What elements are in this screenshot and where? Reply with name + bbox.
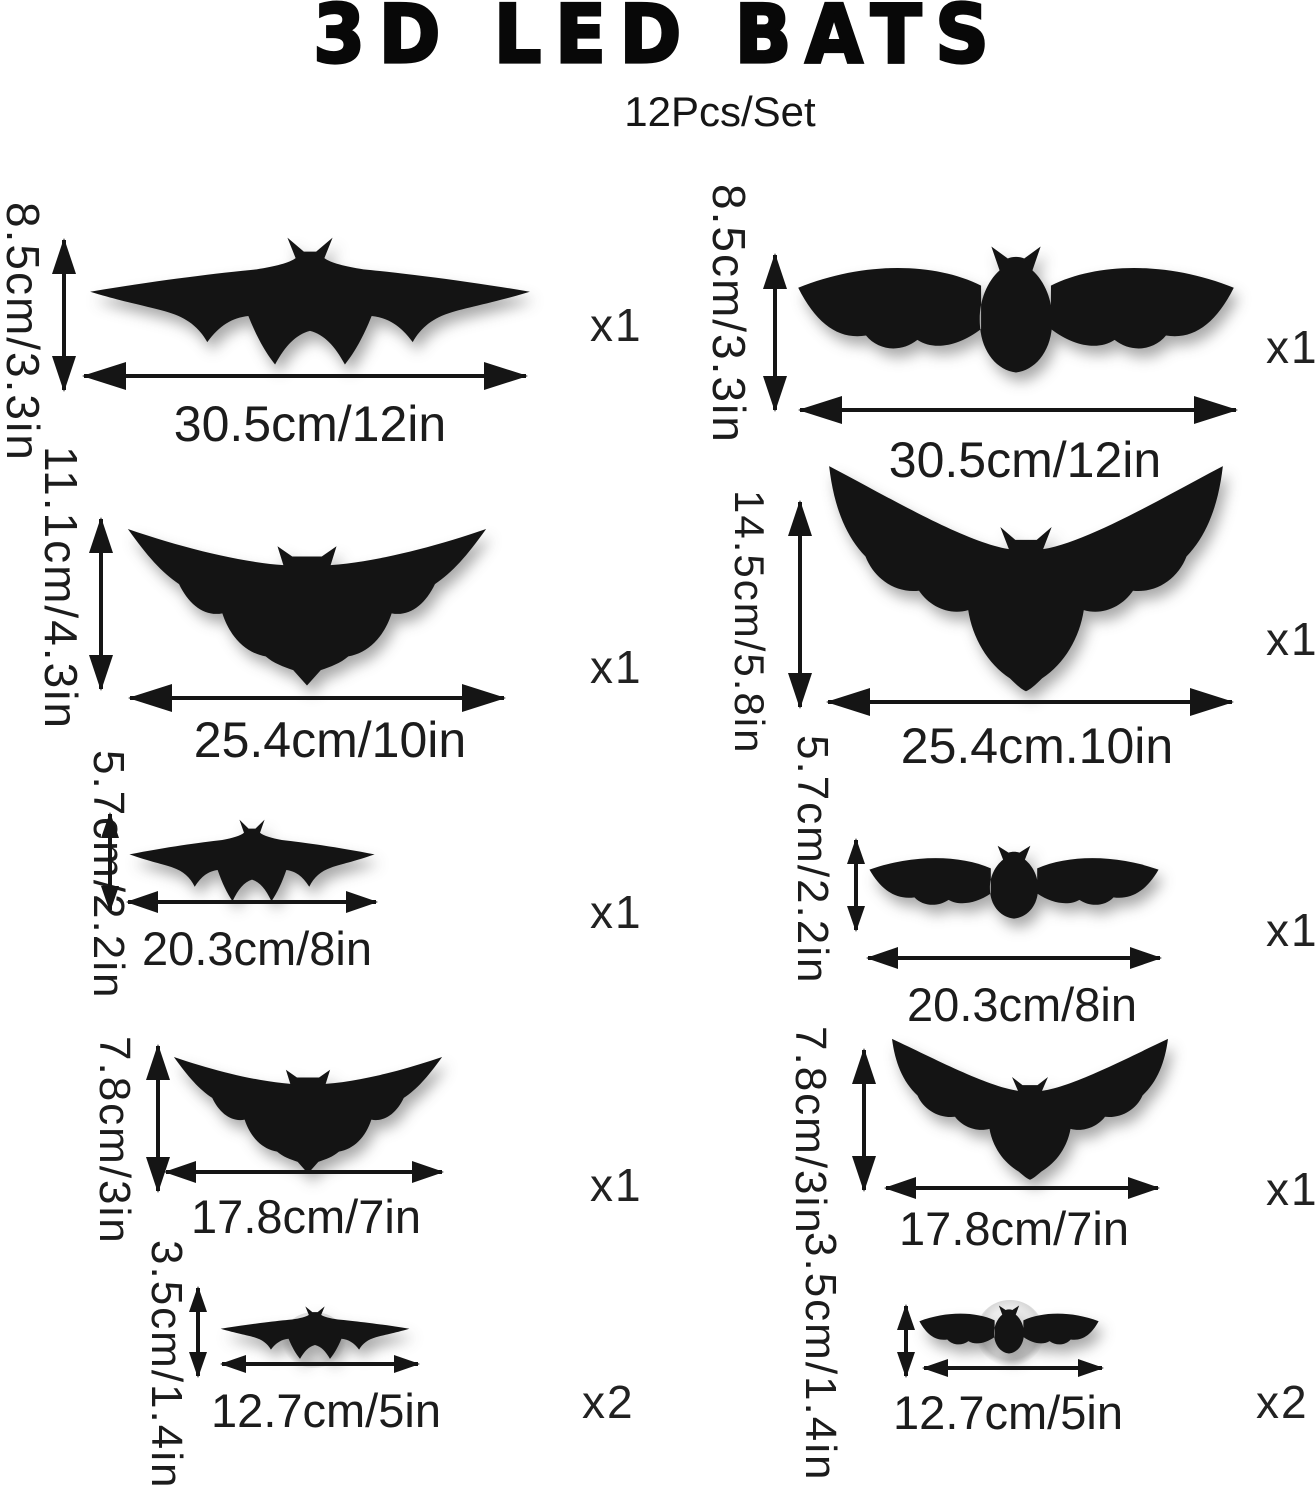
- width-dimension-label: 20.3cm/8in: [907, 978, 1137, 1031]
- height-arrow: [99, 519, 103, 689]
- bat-silhouette: [869, 845, 1159, 919]
- width-arrow: [84, 374, 526, 378]
- height-arrow: [196, 1288, 200, 1376]
- height-arrow: [798, 502, 802, 707]
- width-dimension-label: 25.4cm/10in: [193, 712, 467, 768]
- quantity-label: x1: [1266, 904, 1316, 956]
- width-dimension-label: 17.8cm/7in: [899, 1202, 1129, 1255]
- width-dimension-label: 12.7cm/5in: [893, 1386, 1123, 1439]
- quantity-label: x1: [1266, 613, 1316, 665]
- bat-silhouette: [90, 237, 530, 365]
- height-dimension-label: 8.5cm/3.3in: [703, 184, 755, 444]
- height-dimension-label: 11.1cm/4.3in: [35, 446, 87, 730]
- width-arrow: [222, 1362, 418, 1366]
- bat-silhouette: [829, 466, 1223, 692]
- width-arrow: [886, 1186, 1158, 1190]
- width-arrow: [128, 900, 376, 904]
- width-dimension-label: 20.3cm/8in: [142, 922, 372, 975]
- quantity-label: x1: [590, 641, 643, 693]
- width-dimension-label: 12.7cm/5in: [211, 1384, 441, 1437]
- bat-silhouette: [129, 819, 375, 902]
- height-dimension-label: 7.8cm/3in: [90, 1036, 139, 1245]
- height-dimension-label: 3.5cm/1.4in: [142, 1240, 191, 1490]
- quantity-label: x1: [1266, 321, 1316, 373]
- quantity-label: x2: [1256, 1376, 1309, 1428]
- height-arrow: [156, 1046, 160, 1191]
- height-arrow: [862, 1050, 866, 1190]
- height-arrow: [854, 840, 858, 930]
- height-arrow: [773, 255, 777, 410]
- height-arrow: [62, 240, 66, 390]
- bat-silhouette: [892, 1038, 1168, 1180]
- width-arrow: [924, 1366, 1102, 1370]
- height-dimension-label: 7.8cm/3in: [786, 1026, 835, 1235]
- page-subtitle: 12Pcs/Set: [624, 88, 816, 135]
- width-dimension-label: 17.8cm/7in: [191, 1190, 421, 1243]
- height-arrow: [108, 814, 112, 910]
- quantity-label: x1: [590, 1159, 643, 1211]
- page-title: 3D LED BATS: [312, 0, 1003, 83]
- height-arrow: [904, 1306, 908, 1376]
- bat-silhouette: [220, 1306, 410, 1359]
- width-dimension-label: 30.5cm/12in: [888, 432, 1162, 488]
- width-arrow: [130, 696, 504, 700]
- width-arrow: [800, 408, 1236, 412]
- quantity-label: x1: [590, 299, 643, 351]
- width-arrow: [868, 956, 1160, 960]
- width-dimension-label: 25.4cm.10in: [900, 718, 1174, 774]
- height-dimension-label: 14.5cm/5.8in: [726, 490, 773, 755]
- bat-silhouette: [919, 1305, 1099, 1354]
- quantity-label: x2: [582, 1376, 635, 1428]
- quantity-label: x1: [1266, 1163, 1316, 1215]
- quantity-label: x1: [590, 886, 643, 938]
- bat-silhouette: [173, 1056, 443, 1174]
- width-dimension-label: 30.5cm/12in: [173, 396, 447, 452]
- bat-silhouette: [127, 529, 487, 686]
- height-dimension-label: 5.7cm/2.2in: [788, 735, 837, 985]
- height-dimension-label: 3.5cm/1.4in: [796, 1232, 845, 1482]
- bat-silhouette: [798, 246, 1234, 373]
- width-arrow: [166, 1170, 442, 1174]
- height-dimension-label: 8.5cm/3.3in: [0, 202, 49, 462]
- width-arrow: [828, 700, 1232, 704]
